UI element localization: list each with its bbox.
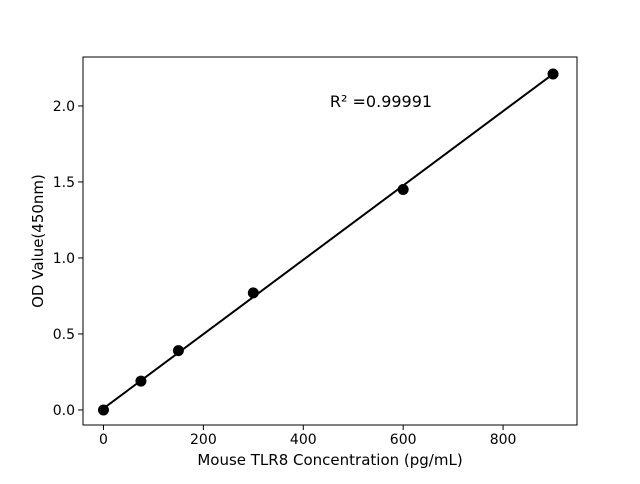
data-point [397,184,409,196]
x-tick-label: 400 [290,432,317,448]
y-axis-ticks: 0.0 0.5 1.0 1.5 2.0 [53,99,83,419]
x-axis-label: Mouse TLR8 Concentration (pg/mL) [197,451,462,469]
data-point [97,404,109,416]
y-tick-label: 1.0 [53,251,75,267]
y-axis-label: OD Value(450nm) [29,174,47,308]
y-tick-label: 1.5 [53,175,75,191]
x-axis-ticks: 0 200 400 600 800 [99,425,516,448]
data-point [172,345,184,357]
x-tick-label: 0 [99,432,108,448]
r-squared-annotation: R² =0.99991 [330,92,432,111]
data-point [135,375,147,387]
x-tick-label: 800 [490,432,517,448]
data-point [247,287,259,299]
x-tick-label: 200 [190,432,217,448]
data-point [547,68,559,80]
x-tick-label: 600 [390,432,417,448]
y-tick-label: 2.0 [53,99,75,115]
data-points [97,68,559,416]
plot-frame [82,56,578,426]
trend-line [102,73,554,410]
y-tick-label: 0.0 [53,403,75,419]
y-tick-label: 0.5 [53,327,75,343]
